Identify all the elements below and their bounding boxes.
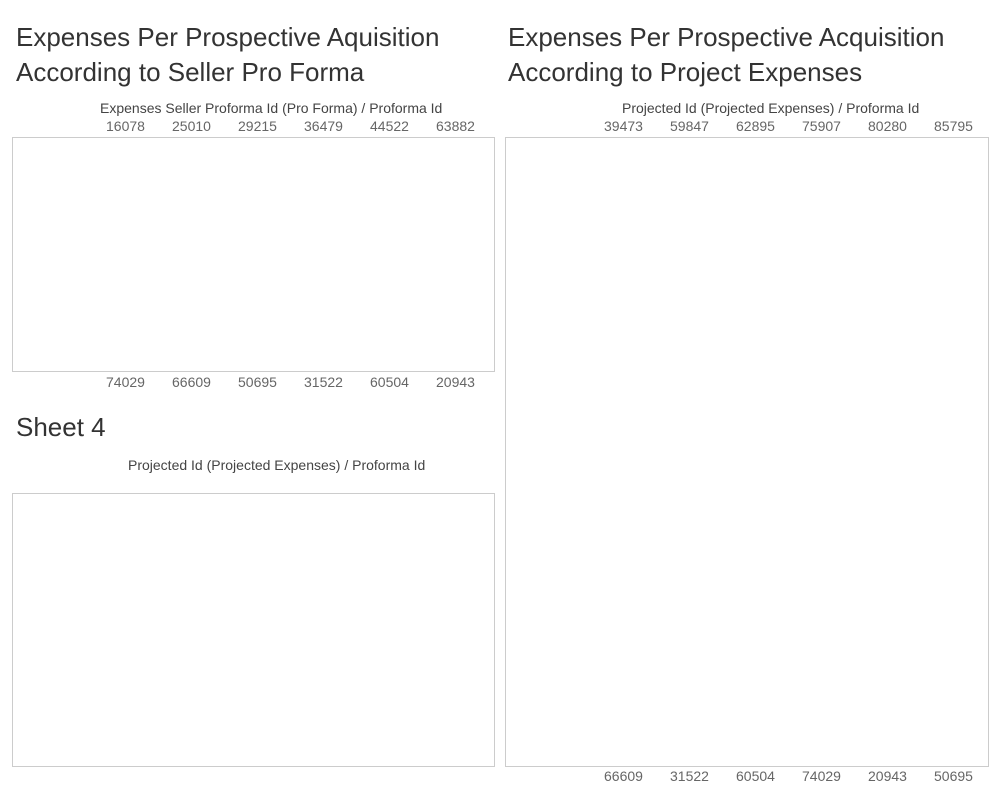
left-bottom-id-0: 74029 [106, 374, 145, 390]
left-top-id-4: 44522 [370, 118, 409, 134]
left-bottom-id-4: 60504 [370, 374, 409, 390]
sheet4-chart [12, 493, 495, 767]
right-top-id-0: 39473 [604, 118, 643, 134]
left-bottom-id-5: 20943 [436, 374, 475, 390]
right-bottom-id-0: 66609 [604, 768, 643, 784]
right-bottom-id-5: 50695 [934, 768, 973, 784]
right-top-id-5: 85795 [934, 118, 973, 134]
right-bottom-id-2: 60504 [736, 768, 775, 784]
sheet4-header: Projected Id (Projected Expenses) / Prof… [128, 457, 426, 473]
left-title: Expenses Per Prospective Aquisition Acco… [16, 22, 440, 87]
right-chart [505, 137, 989, 767]
right-title: Expenses Per Prospective Acquisition Acc… [508, 22, 945, 87]
left-top-id-1: 25010 [172, 118, 211, 134]
right-top-id-1: 59847 [670, 118, 709, 134]
right-top-id-4: 80280 [868, 118, 907, 134]
left-header: Expenses Seller Proforma Id (Pro Forma) … [100, 100, 443, 116]
right-bottom-id-3: 74029 [802, 768, 841, 784]
left-bottom-id-1: 66609 [172, 374, 211, 390]
left-top-id-0: 16078 [106, 118, 145, 134]
left-bottom-id-2: 50695 [238, 374, 277, 390]
left-chart [12, 137, 495, 372]
right-top-id-3: 75907 [802, 118, 841, 134]
sheet4-title: Sheet 4 [16, 412, 106, 442]
left-top-id-3: 36479 [304, 118, 343, 134]
left-top-id-5: 63882 [436, 118, 475, 134]
right-header: Projected Id (Projected Expenses) / Prof… [622, 100, 920, 116]
right-top-id-2: 62895 [736, 118, 775, 134]
left-bottom-id-3: 31522 [304, 374, 343, 390]
left-top-id-2: 29215 [238, 118, 277, 134]
right-bottom-id-1: 31522 [670, 768, 709, 784]
right-bottom-id-4: 20943 [868, 768, 907, 784]
